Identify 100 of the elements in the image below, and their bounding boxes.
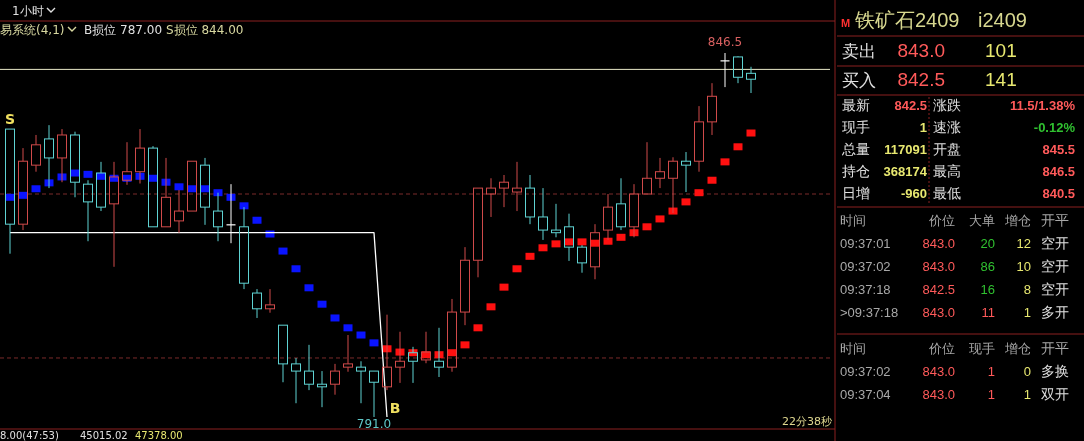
candlestick [31,134,41,173]
text: 1 [987,387,995,402]
text: 09:37:01 [840,236,891,251]
text: 易系统(4,1) [0,23,65,37]
text: 09:37:02 [840,364,891,379]
text: 多开 [1041,304,1069,320]
point [642,223,652,231]
point [460,341,470,349]
text: 845.5 [1042,142,1075,157]
text: 842.5 [894,98,927,113]
text: 09:37:18 [840,282,891,297]
candlestick [538,187,548,241]
text: 843.0 [922,236,955,251]
text: >09:37:18 [840,305,899,320]
text: 涨跌 [933,97,961,113]
text: S损位 844.00 [166,23,244,37]
candlestick [252,288,262,319]
annotation: B [389,400,401,416]
candlestick [343,334,353,373]
text: 843.0 [922,364,955,379]
text: 现手 [969,341,995,356]
candlestick [719,52,731,88]
text: -0.12% [1033,120,1076,135]
text: 最新 [842,97,870,113]
text: 368174 [883,164,928,179]
candlestick [330,363,340,396]
text: 22分38秒 [782,415,832,428]
text: 842.5 [922,282,955,297]
point [83,170,93,178]
point [486,303,496,311]
candlestick [499,174,509,208]
point [356,331,366,339]
text: 10 [1016,259,1031,274]
text: 1 [1023,387,1031,402]
candlestick [213,192,223,242]
candlestick [486,177,496,218]
text: 开平 [1041,212,1069,228]
text: 总量 [841,141,870,157]
candlestick [525,174,535,225]
candlestick [265,288,275,314]
text: 现手 [842,119,870,135]
text: 1 [919,120,927,135]
text: 8 [1023,282,1031,297]
point [343,324,353,332]
text: 843.0 [922,387,955,402]
text: 增仓 [1004,213,1031,228]
text: 843.0 [897,40,945,61]
text: 09:37:04 [840,387,891,402]
text: 1小时 [12,4,44,18]
text: 买入 [842,71,876,90]
candlestick [655,157,665,189]
text: 1 [1023,305,1031,320]
text: B损位 787.00 [84,23,163,37]
point [733,143,743,151]
text: 11.5/1.38% [1009,98,1076,113]
text: 16 [980,282,995,297]
point [551,240,561,248]
candlestick [616,177,626,231]
point [655,215,665,223]
candlestick [291,357,301,404]
text: 842.5 [897,69,945,90]
text: 日增 [842,185,870,201]
annotation: S [4,111,16,127]
text: 45015.02 [80,430,128,441]
text: 86 [980,259,995,274]
text: 09:37:02 [840,259,891,274]
point [616,233,626,241]
point [291,265,301,273]
text: 20 [980,236,995,251]
text: i2409 [978,9,1027,31]
text: 47378.00 [135,430,183,441]
text: 117091 [884,142,927,157]
point [525,252,535,260]
text: -960 [900,186,927,201]
point [304,284,314,292]
point [746,129,756,137]
point [213,189,223,197]
point [174,183,184,191]
text: 11 [981,305,995,320]
text: 多换 [1041,363,1069,379]
text: M [841,17,851,29]
point [681,198,691,206]
text: 12 [1016,236,1031,251]
point [603,237,613,245]
text: 8.00(47:53) [0,430,59,441]
point [278,247,288,255]
point [707,176,717,184]
text: 铁矿石2409 [854,9,960,31]
annotation: 791.0 [356,417,392,431]
candlestick [460,246,470,326]
text: 最低 [933,185,961,201]
point [473,324,483,332]
text: 双开 [1041,386,1069,402]
point [317,300,327,308]
text: 空开 [1041,235,1069,251]
text: 速涨 [933,119,961,135]
text: 空开 [1041,258,1069,274]
candlestick [707,82,717,136]
text: 时间 [840,213,866,228]
text: 843.0 [922,259,955,274]
